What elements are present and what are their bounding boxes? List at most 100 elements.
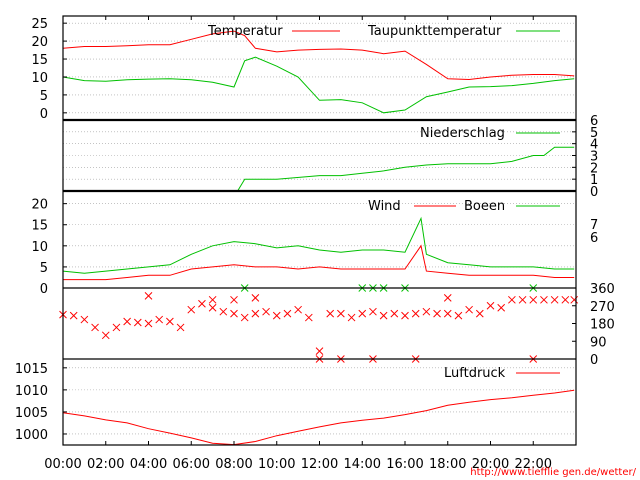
wind-direction-point bbox=[347, 313, 356, 322]
temperature-ytick-label: 10 bbox=[31, 71, 48, 86]
precipitation-ytick-label: 0 bbox=[590, 185, 598, 200]
wind-direction-point-stroke-b bbox=[529, 295, 538, 304]
wind_direction-ytick-label: 270 bbox=[590, 300, 615, 315]
wind-direction-point bbox=[251, 309, 260, 318]
temperature-ytick-label: 25 bbox=[31, 17, 48, 32]
wind-direction-point bbox=[262, 307, 270, 316]
wind-direction-point-stroke-b bbox=[390, 309, 399, 318]
wind-direction-point bbox=[497, 303, 506, 312]
wind-direction-point bbox=[379, 311, 388, 320]
wind-direction-point bbox=[294, 305, 302, 314]
wind-direction-point-stroke-b bbox=[422, 307, 431, 316]
wind-direction-point bbox=[454, 311, 463, 320]
wind-direction-point bbox=[112, 323, 121, 332]
pressure-series-luftdruck-line bbox=[62, 389, 575, 446]
wind-direction-point bbox=[198, 299, 206, 308]
wind-right-scale-label: 7 bbox=[590, 218, 598, 233]
wind-ytick-label: 0 bbox=[40, 282, 48, 297]
wind-direction-point bbox=[101, 331, 110, 340]
wind-direction-point bbox=[465, 305, 473, 314]
wind-direction-point-stroke-b bbox=[101, 331, 110, 340]
precipitation-ytick-label: 4 bbox=[590, 138, 598, 153]
wind-direction-point-stroke-b bbox=[112, 323, 121, 332]
wind-direction-point-stroke-b bbox=[475, 309, 484, 318]
wind-direction-point-stroke-b bbox=[91, 323, 99, 332]
wind-direction-point-stroke-b bbox=[219, 307, 228, 316]
wind-direction-point bbox=[219, 307, 228, 316]
credit-url: http://www.tiefflie gen.de/wetter/ bbox=[470, 467, 636, 478]
wind-direction-point-stroke-b bbox=[347, 313, 356, 322]
wind-direction-point bbox=[326, 309, 335, 318]
wind-direction-point-stroke-b bbox=[208, 295, 217, 304]
wind-direction-point-stroke-b bbox=[550, 295, 559, 304]
wind-direction-point-stroke-b bbox=[272, 311, 281, 320]
temperature-ytick-label: 5 bbox=[40, 89, 48, 104]
wind-direction-point bbox=[208, 303, 217, 312]
wind_direction-ytick-label: 90 bbox=[590, 335, 607, 350]
precipitation-ytick-label: 5 bbox=[590, 126, 598, 141]
wind-direction-point-stroke-b bbox=[454, 311, 463, 320]
wind-direction-point-stroke-b bbox=[561, 295, 570, 304]
temperature-legend-label: Temperatur bbox=[207, 24, 283, 39]
wind-direction-point-stroke-b bbox=[443, 309, 452, 318]
wind-direction-point-stroke-b bbox=[176, 323, 185, 332]
wind-direction-point bbox=[529, 295, 538, 304]
wind-direction-point-stroke-b bbox=[198, 299, 206, 308]
wind-direction-point bbox=[390, 309, 399, 318]
wind-direction-point-stroke-b bbox=[443, 294, 452, 302]
wind-direction-point-stroke-b bbox=[208, 303, 217, 312]
wind-direction-point bbox=[133, 318, 142, 327]
wind-direction-point-stroke-b bbox=[155, 315, 164, 324]
wind_direction-ytick-label: 0 bbox=[590, 353, 598, 368]
wind-direction-point bbox=[283, 309, 292, 318]
wind-direction-point bbox=[123, 317, 131, 326]
temperature-legend-label: Taupunkttemperatur bbox=[367, 24, 502, 39]
temperature-ytick-label: 20 bbox=[31, 35, 48, 50]
wind-direction-point bbox=[475, 309, 484, 318]
wind-direction-point bbox=[315, 347, 324, 355]
wind-direction-point bbox=[337, 309, 345, 318]
wind-direction-point bbox=[443, 309, 452, 318]
wind-direction-point-stroke-b bbox=[144, 292, 153, 300]
x-axis-tick-label: 08:00 bbox=[215, 457, 252, 472]
wind-ytick-label: 20 bbox=[31, 198, 48, 213]
wind-direction-point bbox=[508, 295, 516, 304]
wind-direction-point-stroke-b bbox=[80, 315, 89, 324]
wind-ytick-label: 5 bbox=[40, 261, 48, 276]
wind-ytick-label: 15 bbox=[31, 219, 48, 234]
wind-direction-point bbox=[540, 295, 548, 304]
wind-direction-point bbox=[486, 301, 495, 310]
frame-layer bbox=[62, 15, 577, 446]
wind-direction-point-stroke-b bbox=[337, 309, 345, 318]
series-layer bbox=[59, 30, 579, 446]
wind-direction-point bbox=[208, 295, 217, 304]
wind-direction-point bbox=[550, 295, 559, 304]
precipitation-ytick-label: 2 bbox=[590, 161, 598, 176]
wind-direction-point-stroke-b bbox=[326, 309, 335, 318]
wind-direction-point bbox=[80, 315, 89, 324]
wind-direction-point-stroke-b bbox=[144, 319, 153, 328]
wind-direction-point bbox=[144, 319, 153, 328]
wind-direction-point bbox=[251, 294, 260, 302]
wind-series-wind-line bbox=[63, 244, 575, 281]
wind-right-scale-label: 6 bbox=[590, 231, 598, 246]
wind-direction-point bbox=[176, 323, 185, 332]
wind-direction-point-stroke-b bbox=[230, 295, 238, 304]
wind-direction-point-stroke-b bbox=[465, 305, 473, 314]
wind-direction-point bbox=[561, 295, 570, 304]
x-axis-tick-label: 12:00 bbox=[301, 457, 338, 472]
wind-direction-point bbox=[230, 309, 238, 318]
x-axis-tick-label: 16:00 bbox=[386, 457, 423, 472]
x-axis-tick-label: 18:00 bbox=[429, 457, 466, 472]
wind-direction-point-stroke-b bbox=[518, 295, 527, 304]
wind-direction-point-stroke-b bbox=[369, 307, 377, 316]
wind-direction-point-stroke-b bbox=[401, 311, 409, 320]
precipitation-ytick-label: 1 bbox=[590, 173, 598, 188]
x-axis-tick-label: 22:00 bbox=[515, 457, 552, 472]
wind-direction-point-stroke-b bbox=[315, 347, 324, 355]
wind-direction-point-stroke-b bbox=[497, 303, 506, 312]
x-axis-tick-label: 00:00 bbox=[44, 457, 81, 472]
precipitation-ytick-label: 3 bbox=[590, 150, 598, 165]
wind-direction-point bbox=[166, 317, 174, 326]
wind-direction-point-stroke-b bbox=[251, 294, 260, 302]
